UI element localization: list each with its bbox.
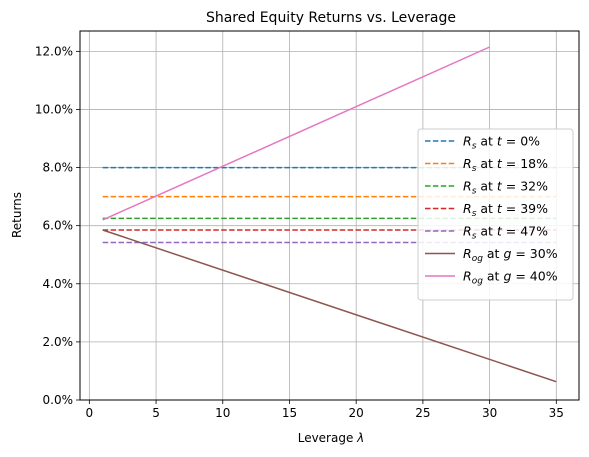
x-axis-label-text: Leverage [298,431,357,445]
x-axis-label: Leverage λ [298,431,365,445]
x-tick-label: 25 [415,406,430,420]
y-tick-label: 2.0% [43,335,74,349]
legend-label-5: Rog at g = 30% [463,246,558,264]
legend-box [417,128,574,301]
y-tick-label: 10.0% [35,102,73,116]
legend-label-6: Rog at g = 40% [463,269,558,287]
legend-label-0: Rs at t = 0% [463,134,540,152]
x-tick-label: 10 [215,406,230,420]
y-tick-label: 6.0% [43,219,74,233]
series-line-5 [102,229,557,383]
y-tick-label: 8.0% [43,161,74,175]
y-tick-label: 4.0% [43,277,74,291]
legend-label-4: Rs at t = 47% [463,224,548,242]
y-tick-label: 0.0% [43,393,74,407]
x-tick-label: 20 [349,406,364,420]
tick-layer: 0 5 10 15 20 25 30 35 0.0% 2.0% 4.0% 6.0% 8.0% 10.0% 1… [35,44,564,420]
chart-title: Shared Equity Returns vs. Leverage [206,10,456,26]
y-tick-label: 12.0% [35,44,73,58]
legend-label-1: Rs at t = 18% [463,156,548,174]
legend: Rs at t = 0% Rs at t = 18% Rs at t = 32% Rs… [417,128,574,301]
y-axis-label: Returns [10,192,24,238]
x-axis-label-symbol: λ [356,431,364,445]
x-tick-label: 15 [282,406,297,420]
x-tick-label: 5 [152,406,160,420]
series-layer [102,46,557,383]
plot-frame [79,30,580,401]
x-tick-label: 0 [86,406,94,420]
legend-label-2: Rs at t = 32% [463,179,548,197]
x-tick-label: 35 [549,406,564,420]
legend-label-3: Rs at t = 39% [463,201,548,219]
x-tick-label: 30 [482,406,497,420]
legend-items: Rs at t = 0% Rs at t = 18% Rs at t = 32% Rs… [425,134,558,287]
series-line-6 [102,46,490,221]
